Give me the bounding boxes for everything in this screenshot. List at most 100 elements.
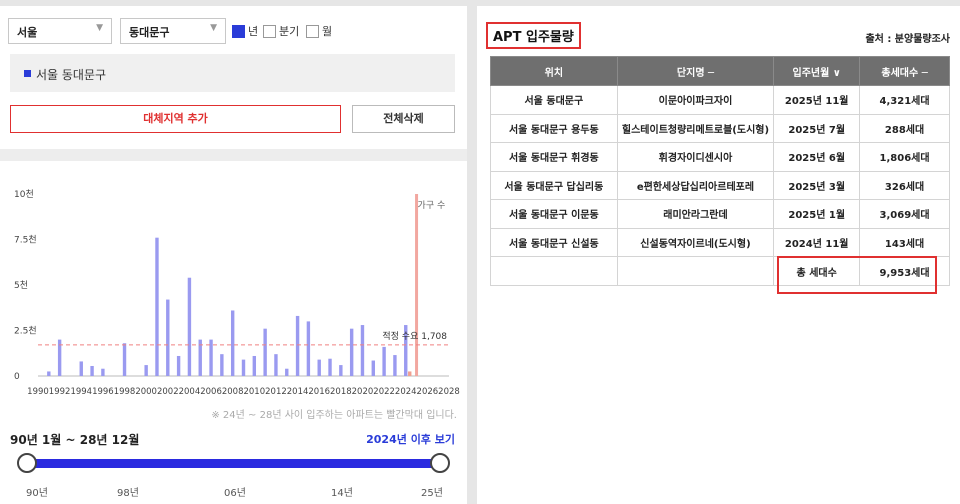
x-tick-label: 2018 <box>330 387 352 397</box>
chart-bar <box>166 299 170 376</box>
chart-bar <box>176 355 181 376</box>
chart-bar <box>382 346 386 376</box>
y-tick-label: 0 <box>14 372 20 382</box>
y-tick-label: 5천 <box>14 280 28 291</box>
move-in-date-cell: 2025년 3월 <box>773 170 861 200</box>
complex-cell: 래미안라그란데 <box>616 199 775 229</box>
location-cell: 서울 동대문구 신설동 <box>490 227 618 257</box>
region-select-value: 서울 <box>17 26 38 39</box>
demand-reference-label: 적정 수요 1,708 <box>382 330 447 342</box>
location-cell: 서울 동대문구 이문동 <box>490 199 618 229</box>
location-cell: 서울 동대문구 휘경동 <box>490 142 618 172</box>
y-tick-label: 2.5천 <box>14 326 37 337</box>
x-tick-label: 1990 <box>27 387 49 397</box>
district-select-value: 동대문구 <box>129 26 170 39</box>
x-tick-label: 2014 <box>287 387 309 397</box>
chart-bar <box>101 368 105 376</box>
move-in-date-cell: 2025년 11월 <box>773 85 861 115</box>
chart-bar <box>90 365 94 376</box>
after-2024-link[interactable]: 2024년 이후 보기 <box>366 433 455 446</box>
delete-all-button[interactable]: 전체삭제 <box>352 105 455 133</box>
slider-tick: 98년 <box>117 488 139 499</box>
chart-bar <box>220 354 224 376</box>
table-row[interactable]: 서울 동대문구 이문아이파크자이 2025년 11월 4,321세대 <box>490 85 950 115</box>
date-range-label: 90년 1월 ~ 28년 12월 <box>10 433 140 447</box>
square-bullet-icon <box>24 70 31 77</box>
y-tick-label: 7.5천 <box>14 235 37 246</box>
slider-tick: 06년 <box>224 488 246 499</box>
period-quarter-checkbox[interactable]: 분기 <box>263 23 299 39</box>
y-tick-label: 10천 <box>14 189 34 200</box>
chart-bar <box>198 339 202 376</box>
table-row[interactable]: 서울 동대문구 답십리동 e편한세상답십리아르테포레 2025년 3월 326세대 <box>490 170 950 200</box>
section-divider <box>0 149 467 161</box>
chart-bar <box>306 321 311 376</box>
chart-bar <box>285 368 289 376</box>
period-year-checkbox[interactable]: 년 <box>232 23 258 39</box>
add-region-button[interactable]: 대체지역 추가 <box>10 105 341 133</box>
slider-tick: 90년 <box>26 488 48 499</box>
chart-bar <box>209 339 213 376</box>
chart-bar <box>360 325 365 376</box>
column-header-complex[interactable]: 단지명 ─ <box>616 56 775 86</box>
column-header-move-in-date[interactable]: 입주년월 ∨ <box>773 56 861 86</box>
empty-cell <box>490 256 618 286</box>
selected-region-box: 서울 동대문구 <box>10 54 455 92</box>
x-tick-label: 2000 <box>135 387 157 397</box>
x-tick-label: 2010 <box>243 387 265 397</box>
apt-supply-title: APT 입주물량 <box>486 22 581 49</box>
column-header-total-units[interactable]: 총세대수 ─ <box>859 56 950 86</box>
chart-bar <box>57 339 62 376</box>
x-tick-label: 2026 <box>417 387 439 397</box>
chart-bar-highlight <box>408 371 412 376</box>
period-year-label: 년 <box>248 25 259 38</box>
chart-bar <box>155 237 159 376</box>
x-tick-label: 2004 <box>179 387 201 397</box>
table-row[interactable]: 서울 동대문구 신설동 신설동역자이르네(도시형) 2024년 11월 143세대 <box>490 227 950 257</box>
x-tick-label: 2020 <box>352 387 374 397</box>
chart-bar <box>339 365 343 376</box>
move-in-date-cell: 2025년 1월 <box>773 199 861 229</box>
chart-bar <box>230 310 235 376</box>
chart-bar <box>122 343 127 376</box>
x-tick-label: 1996 <box>92 387 114 397</box>
checkbox-checked-icon[interactable] <box>232 24 245 38</box>
slider-tick: 14년 <box>331 488 353 499</box>
total-units-cell: 4,321세대 <box>859 85 950 115</box>
table-row[interactable]: 서울 동대문구 용두동 힐스테이트청량리메트로블(도시형) 2025년 7월 288세… <box>490 113 950 143</box>
slider-handle-end[interactable] <box>430 453 450 473</box>
date-range-slider-track[interactable] <box>26 459 440 468</box>
location-cell: 서울 동대문구 용두동 <box>490 113 618 143</box>
chart-note: ※ 24년 ~ 28년 사이 입주하는 아파트는 빨간막대 입니다. <box>211 410 457 421</box>
region-select[interactable]: 서울 ▼ <box>8 18 112 44</box>
source-label: 출처 : 분양물량조사 <box>865 34 950 45</box>
x-tick-label: 2012 <box>265 387 287 397</box>
household-marker-label: 가구 수 <box>418 200 446 211</box>
x-tick-label: 1992 <box>49 387 71 397</box>
total-label: 총 세대수 <box>773 256 861 286</box>
chart-bar <box>295 315 300 376</box>
left-panel: 서울 ▼ 동대문구 ▼ 년 분기 월 서울 동대문구 대체지역 추가 전체삭제 … <box>0 6 467 504</box>
empty-cell <box>616 256 775 286</box>
table-row[interactable]: 서울 동대문구 이문동 래미안라그란데 2025년 1월 3,069세대 <box>490 199 950 229</box>
table-row[interactable]: 서울 동대문구 휘경동 휘경자이디센시아 2025년 6월 1,806세대 <box>490 142 950 172</box>
chevron-down-icon: ▼ <box>210 23 217 33</box>
period-quarter-label: 분기 <box>279 25 300 38</box>
checkbox-icon[interactable] <box>263 24 276 38</box>
move-in-date-cell: 2024년 11월 <box>773 227 861 257</box>
chart-bar <box>263 328 267 376</box>
slider-handle-start[interactable] <box>17 453 37 473</box>
complex-cell: e편한세상답십리아르테포레 <box>616 170 775 200</box>
checkbox-icon[interactable] <box>306 24 319 38</box>
chart-bar <box>274 354 278 376</box>
chevron-down-icon: ▼ <box>96 23 103 33</box>
total-units-cell: 143세대 <box>859 227 950 257</box>
total-units-cell: 326세대 <box>859 170 950 200</box>
district-select[interactable]: 동대문구 ▼ <box>120 18 226 44</box>
period-month-checkbox[interactable]: 월 <box>306 23 332 39</box>
complex-cell: 이문아이파크자이 <box>616 85 775 115</box>
column-header-location[interactable]: 위치 <box>490 56 618 86</box>
chart-bar <box>79 361 83 376</box>
apt-supply-table: 위치 단지명 ─ 입주년월 ∨ 총세대수 ─ 서울 동대문구 이문아이파크자이 20… <box>490 56 950 286</box>
